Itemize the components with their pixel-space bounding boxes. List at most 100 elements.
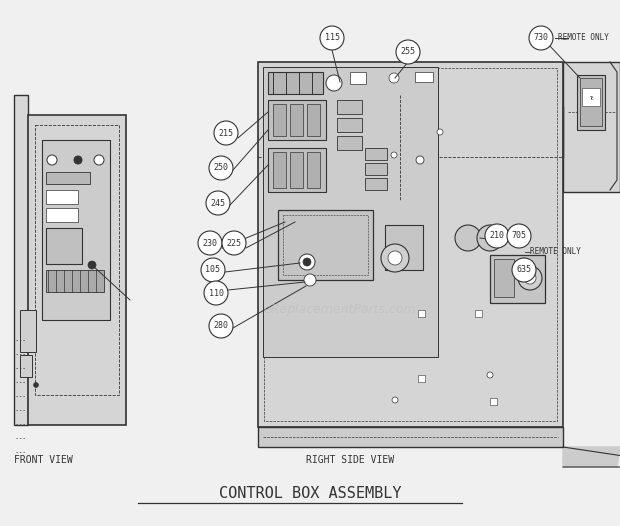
FancyBboxPatch shape [290, 152, 303, 188]
FancyBboxPatch shape [20, 310, 36, 352]
Circle shape [416, 156, 424, 164]
FancyBboxPatch shape [563, 62, 620, 192]
FancyBboxPatch shape [350, 72, 366, 84]
Text: 730: 730 [533, 34, 549, 43]
FancyBboxPatch shape [28, 115, 126, 425]
FancyBboxPatch shape [337, 136, 362, 150]
Text: 215: 215 [218, 128, 234, 137]
Circle shape [477, 225, 503, 251]
Circle shape [455, 225, 481, 251]
Circle shape [47, 155, 57, 165]
FancyBboxPatch shape [337, 118, 362, 132]
Circle shape [392, 397, 398, 403]
Circle shape [389, 73, 399, 83]
FancyBboxPatch shape [46, 270, 104, 292]
FancyBboxPatch shape [268, 100, 326, 140]
FancyBboxPatch shape [46, 228, 82, 264]
Text: REMOTE ONLY: REMOTE ONLY [530, 248, 581, 257]
FancyBboxPatch shape [42, 140, 110, 320]
Text: 245: 245 [211, 198, 226, 207]
Circle shape [209, 314, 233, 338]
FancyBboxPatch shape [337, 100, 362, 114]
Circle shape [437, 129, 443, 135]
FancyBboxPatch shape [273, 152, 286, 188]
FancyBboxPatch shape [46, 190, 78, 204]
FancyBboxPatch shape [418, 310, 425, 317]
Circle shape [214, 121, 238, 145]
FancyBboxPatch shape [273, 104, 286, 136]
FancyBboxPatch shape [385, 225, 423, 270]
FancyBboxPatch shape [490, 255, 545, 303]
FancyBboxPatch shape [268, 148, 326, 192]
FancyBboxPatch shape [494, 259, 514, 297]
Text: eReplacementParts.com: eReplacementParts.com [264, 304, 416, 317]
Text: FRONT VIEW: FRONT VIEW [14, 455, 73, 465]
Circle shape [33, 382, 38, 388]
Text: 705: 705 [512, 231, 526, 240]
Circle shape [204, 281, 228, 305]
Circle shape [388, 251, 402, 265]
Circle shape [206, 191, 230, 215]
Text: CONTROL BOX ASSEMBLY: CONTROL BOX ASSEMBLY [219, 487, 401, 501]
Text: 635: 635 [516, 266, 531, 275]
Polygon shape [610, 62, 617, 190]
FancyBboxPatch shape [580, 78, 602, 126]
Text: RIGHT SIDE VIEW: RIGHT SIDE VIEW [306, 455, 394, 465]
Text: REMOTE ONLY: REMOTE ONLY [558, 34, 609, 43]
Circle shape [201, 258, 225, 282]
Circle shape [529, 26, 553, 50]
FancyBboxPatch shape [46, 172, 90, 184]
Circle shape [320, 26, 344, 50]
Text: 280: 280 [213, 321, 229, 330]
Circle shape [222, 231, 246, 255]
Circle shape [209, 156, 233, 180]
Circle shape [391, 152, 397, 158]
Circle shape [381, 244, 409, 272]
FancyBboxPatch shape [290, 104, 303, 136]
FancyBboxPatch shape [415, 72, 433, 82]
Text: Tc: Tc [588, 96, 593, 100]
Circle shape [485, 224, 509, 248]
Text: 105: 105 [205, 266, 221, 275]
FancyBboxPatch shape [46, 208, 78, 222]
Circle shape [524, 272, 536, 284]
Circle shape [487, 372, 493, 378]
Circle shape [88, 261, 96, 269]
Polygon shape [563, 447, 620, 467]
Circle shape [304, 274, 316, 286]
FancyBboxPatch shape [263, 67, 438, 357]
Circle shape [198, 231, 222, 255]
FancyBboxPatch shape [582, 88, 600, 106]
FancyBboxPatch shape [307, 152, 320, 188]
FancyBboxPatch shape [268, 72, 323, 94]
FancyBboxPatch shape [490, 398, 497, 405]
FancyBboxPatch shape [418, 375, 425, 382]
FancyBboxPatch shape [258, 427, 563, 447]
Circle shape [74, 156, 82, 164]
Circle shape [396, 40, 420, 64]
FancyBboxPatch shape [577, 75, 605, 130]
FancyBboxPatch shape [365, 163, 387, 175]
Circle shape [507, 224, 531, 248]
Circle shape [303, 258, 311, 266]
Text: 210: 210 [490, 231, 505, 240]
Text: 225: 225 [226, 238, 242, 248]
Circle shape [518, 266, 542, 290]
FancyBboxPatch shape [365, 148, 387, 160]
FancyBboxPatch shape [258, 62, 563, 427]
Circle shape [326, 75, 342, 91]
Text: 255: 255 [401, 47, 415, 56]
Text: 250: 250 [213, 164, 229, 173]
FancyBboxPatch shape [307, 104, 320, 136]
FancyBboxPatch shape [20, 355, 32, 377]
Text: 230: 230 [203, 238, 218, 248]
FancyBboxPatch shape [475, 310, 482, 317]
FancyBboxPatch shape [278, 210, 373, 280]
Circle shape [299, 254, 315, 270]
Circle shape [94, 155, 104, 165]
Text: 115: 115 [324, 34, 340, 43]
Text: 110: 110 [208, 288, 223, 298]
Circle shape [512, 258, 536, 282]
FancyBboxPatch shape [365, 178, 387, 190]
FancyBboxPatch shape [14, 95, 28, 425]
